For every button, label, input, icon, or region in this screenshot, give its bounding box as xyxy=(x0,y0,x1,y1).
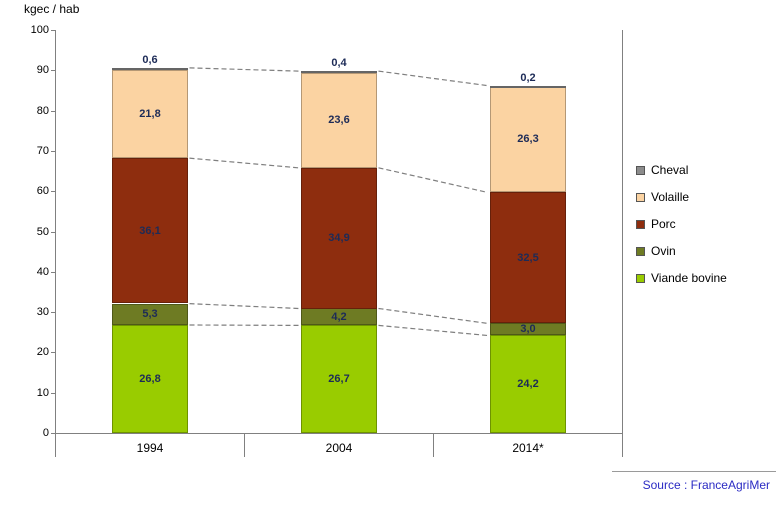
value-label-porc-1994: 36,1 xyxy=(139,225,161,237)
legend-label-ovin: Ovin xyxy=(651,244,676,258)
source-caption: Source : FranceAgriMer xyxy=(642,478,770,492)
legend-item-cheval: Cheval xyxy=(636,163,727,177)
value-label-ovin-1994: 5,3 xyxy=(142,308,158,320)
legend-swatch-volaille xyxy=(636,192,645,202)
legend-label-viande-bovine: Viande bovine xyxy=(651,271,727,285)
plot-right-border xyxy=(622,30,623,457)
y-tick-mark xyxy=(51,393,55,394)
legend-label-volaille: Volaille xyxy=(651,190,690,204)
y-tick-label: 100 xyxy=(30,24,49,36)
y-tick-mark xyxy=(51,352,55,353)
bar-segment-viande-bovine-1994 xyxy=(112,325,188,433)
y-tick-mark xyxy=(51,232,55,233)
category-tick-mark xyxy=(55,433,56,457)
y-tick-mark xyxy=(51,70,55,71)
value-label-volaille-2004: 23,6 xyxy=(328,114,350,126)
connector-line-level-2-span-0 xyxy=(189,303,299,310)
bar-segment-porc-1994 xyxy=(112,158,188,303)
bar-segment-volaille-2014 xyxy=(490,86,566,192)
x-axis-category-label-1994: 1994 xyxy=(136,441,164,455)
bar-segment-viande-bovine-2014 xyxy=(490,335,566,433)
y-tick-label: 40 xyxy=(36,266,49,278)
bar-segment-ovin-2014 xyxy=(490,323,566,335)
bar-segment-cheval-1994 xyxy=(112,68,188,70)
legend: Cheval Volaille Porc Ovin Viande bovine xyxy=(636,163,727,285)
y-tick-mark xyxy=(51,30,55,31)
legend-item-porc: Porc xyxy=(636,217,727,231)
connector-line-level-3-span-0 xyxy=(189,157,299,169)
connector-line-level-1-span-1 xyxy=(378,324,488,337)
value-label-cheval-2004: 0,4 xyxy=(331,57,347,69)
legend-swatch-viande-bovine xyxy=(636,273,645,283)
value-label-porc-2014: 32,5 xyxy=(517,252,539,264)
y-tick-label: 10 xyxy=(36,387,49,399)
y-tick-mark xyxy=(51,433,55,434)
bar-segment-volaille-2004 xyxy=(301,73,377,168)
value-label-volaille-2014: 26,3 xyxy=(517,133,539,145)
category-tick-mark xyxy=(433,433,434,457)
legend-label-porc: Porc xyxy=(651,217,676,231)
legend-label-cheval: Cheval xyxy=(651,163,689,177)
y-tick-label: 60 xyxy=(36,185,49,197)
y-tick-label: 90 xyxy=(36,64,49,76)
value-label-cheval-2014: 0,2 xyxy=(520,72,536,84)
value-label-viande-bovine-2014: 24,2 xyxy=(517,378,539,390)
value-label-ovin-2004: 4,2 xyxy=(331,311,347,323)
legend-item-volaille: Volaille xyxy=(636,190,727,204)
source-divider-line xyxy=(612,471,776,472)
bar-segment-porc-2014 xyxy=(490,192,566,323)
y-tick-label: 80 xyxy=(36,105,49,117)
x-axis-category-label-2004: 2004 xyxy=(325,441,353,455)
bar-segment-porc-2004 xyxy=(301,168,377,309)
y-tick-label: 50 xyxy=(36,226,49,238)
connector-line-level-5-span-1 xyxy=(378,70,488,87)
value-label-porc-2004: 34,9 xyxy=(328,232,350,244)
value-label-viande-bovine-1994: 26,8 xyxy=(139,373,161,385)
value-label-cheval-1994: 0,6 xyxy=(142,54,158,66)
y-tick-mark xyxy=(51,191,55,192)
category-tick-mark xyxy=(244,433,245,457)
legend-swatch-cheval xyxy=(636,165,645,175)
bar-segment-volaille-1994 xyxy=(112,70,188,158)
y-tick-mark xyxy=(51,111,55,112)
connector-line-level-3-span-1 xyxy=(378,167,488,193)
connector-line-level-5-span-0 xyxy=(189,67,299,72)
value-label-viande-bovine-2004: 26,7 xyxy=(328,373,350,385)
y-tick-label: 0 xyxy=(42,427,49,439)
y-tick-label: 20 xyxy=(36,346,49,358)
value-label-ovin-2014: 3,0 xyxy=(520,323,536,335)
y-tick-mark xyxy=(51,151,55,152)
value-label-volaille-1994: 21,8 xyxy=(139,108,161,120)
bar-segment-cheval-2004 xyxy=(301,71,377,73)
connector-line-level-2-span-1 xyxy=(378,307,488,324)
bar-segment-cheval-2014 xyxy=(490,86,566,88)
y-axis-line xyxy=(55,30,56,433)
y-axis-unit-label: kgec / hab xyxy=(24,2,80,16)
y-tick-label: 30 xyxy=(36,306,49,318)
y-tick-mark xyxy=(51,272,55,273)
legend-item-viande-bovine: Viande bovine xyxy=(636,271,727,285)
legend-swatch-ovin xyxy=(636,246,645,256)
bar-segment-ovin-1994 xyxy=(112,304,188,325)
legend-swatch-porc xyxy=(636,219,645,229)
bar-segment-viande-bovine-2004 xyxy=(301,325,377,433)
x-axis-category-label-2014: 2014* xyxy=(512,441,544,455)
y-tick-label: 70 xyxy=(36,145,49,157)
legend-item-ovin: Ovin xyxy=(636,244,727,258)
x-axis-line xyxy=(55,433,623,434)
y-tick-mark xyxy=(51,312,55,313)
